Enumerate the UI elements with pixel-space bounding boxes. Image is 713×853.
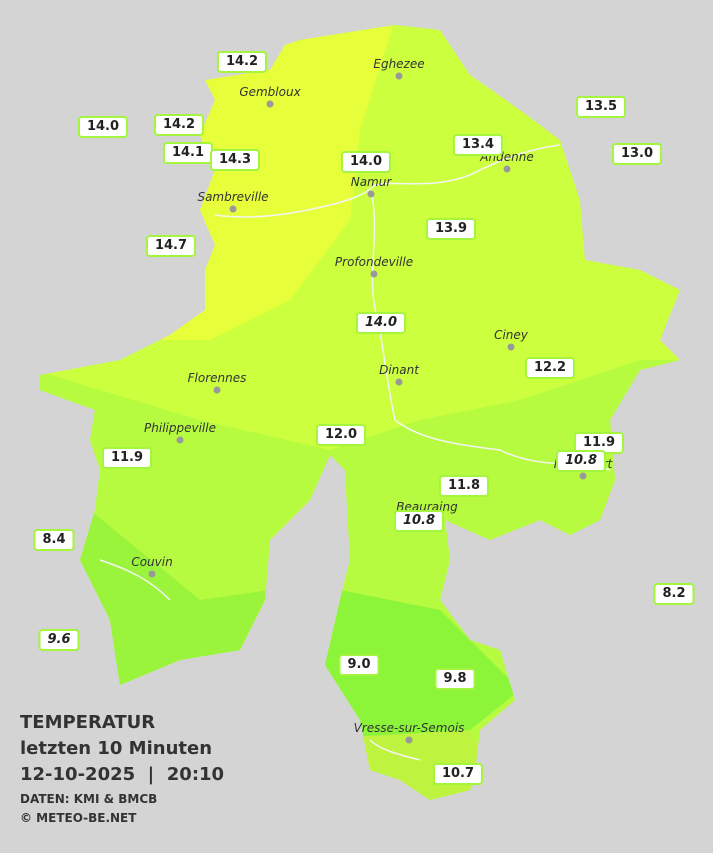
copyright: © METEO-BE.NET [20,811,137,825]
station-label: 14.0 [340,151,392,173]
station-label: 9.6 [38,629,80,651]
city-label: Couvin [131,555,173,569]
station-label: 13.4 [452,134,504,156]
station-label: 10.8 [555,450,607,472]
city-dot [395,72,403,80]
city-dot [395,378,403,386]
city-dot [503,165,511,173]
station-label: 8.4 [33,529,75,551]
subtitle: letzten 10 Minuten [20,738,213,759]
station-label: 14.3 [209,149,261,171]
station-label: 13.5 [575,96,627,118]
city-label: Ciney [494,328,528,342]
city-label: Florennes [187,371,247,385]
city-label: Vresse-sur-Semois [353,721,465,735]
city-dot [213,386,221,394]
city-dot [370,270,378,278]
city-label: Gembloux [239,85,301,99]
station-label: 14.7 [145,235,197,257]
station-label: 9.0 [338,654,380,676]
city-label: Sambreville [197,190,269,204]
station-label: 14.2 [216,51,268,73]
city-label: Profondeville [334,255,414,269]
city-dot [405,736,413,744]
station-label: 13.9 [425,218,477,240]
station-label: 11.8 [438,475,490,497]
city-dot [367,190,375,198]
city-label: Namur [350,175,392,189]
title: TEMPERATUR [20,712,156,733]
city-dot [229,205,237,213]
source: DATEN: KMI & BMCB [20,792,158,806]
station-label: 8.2 [653,583,695,605]
city-label: Philippeville [144,421,216,435]
city-dot [266,100,274,108]
station-label: 12.0 [315,424,367,446]
station-label: 14.2 [153,114,205,136]
station-label: 14.0 [355,312,407,334]
station-label: 9.8 [434,668,476,690]
city-dot [507,343,515,351]
city-dot [579,472,587,480]
city-label: Dinant [379,363,419,377]
rivers [99,144,611,761]
station-label: 10.7 [432,763,484,785]
city-dot [176,436,184,444]
city-dot [148,570,156,578]
station-label: 10.8 [393,510,445,532]
city-label: Eghezee [373,57,425,71]
station-label: 12.2 [524,357,576,379]
datetime: 12-10-2025 | 20:10 [20,764,225,785]
station-label: 13.0 [611,143,663,165]
station-label: 14.0 [77,116,129,138]
station-label: 14.1 [162,142,214,164]
station-label: 11.9 [101,447,153,469]
